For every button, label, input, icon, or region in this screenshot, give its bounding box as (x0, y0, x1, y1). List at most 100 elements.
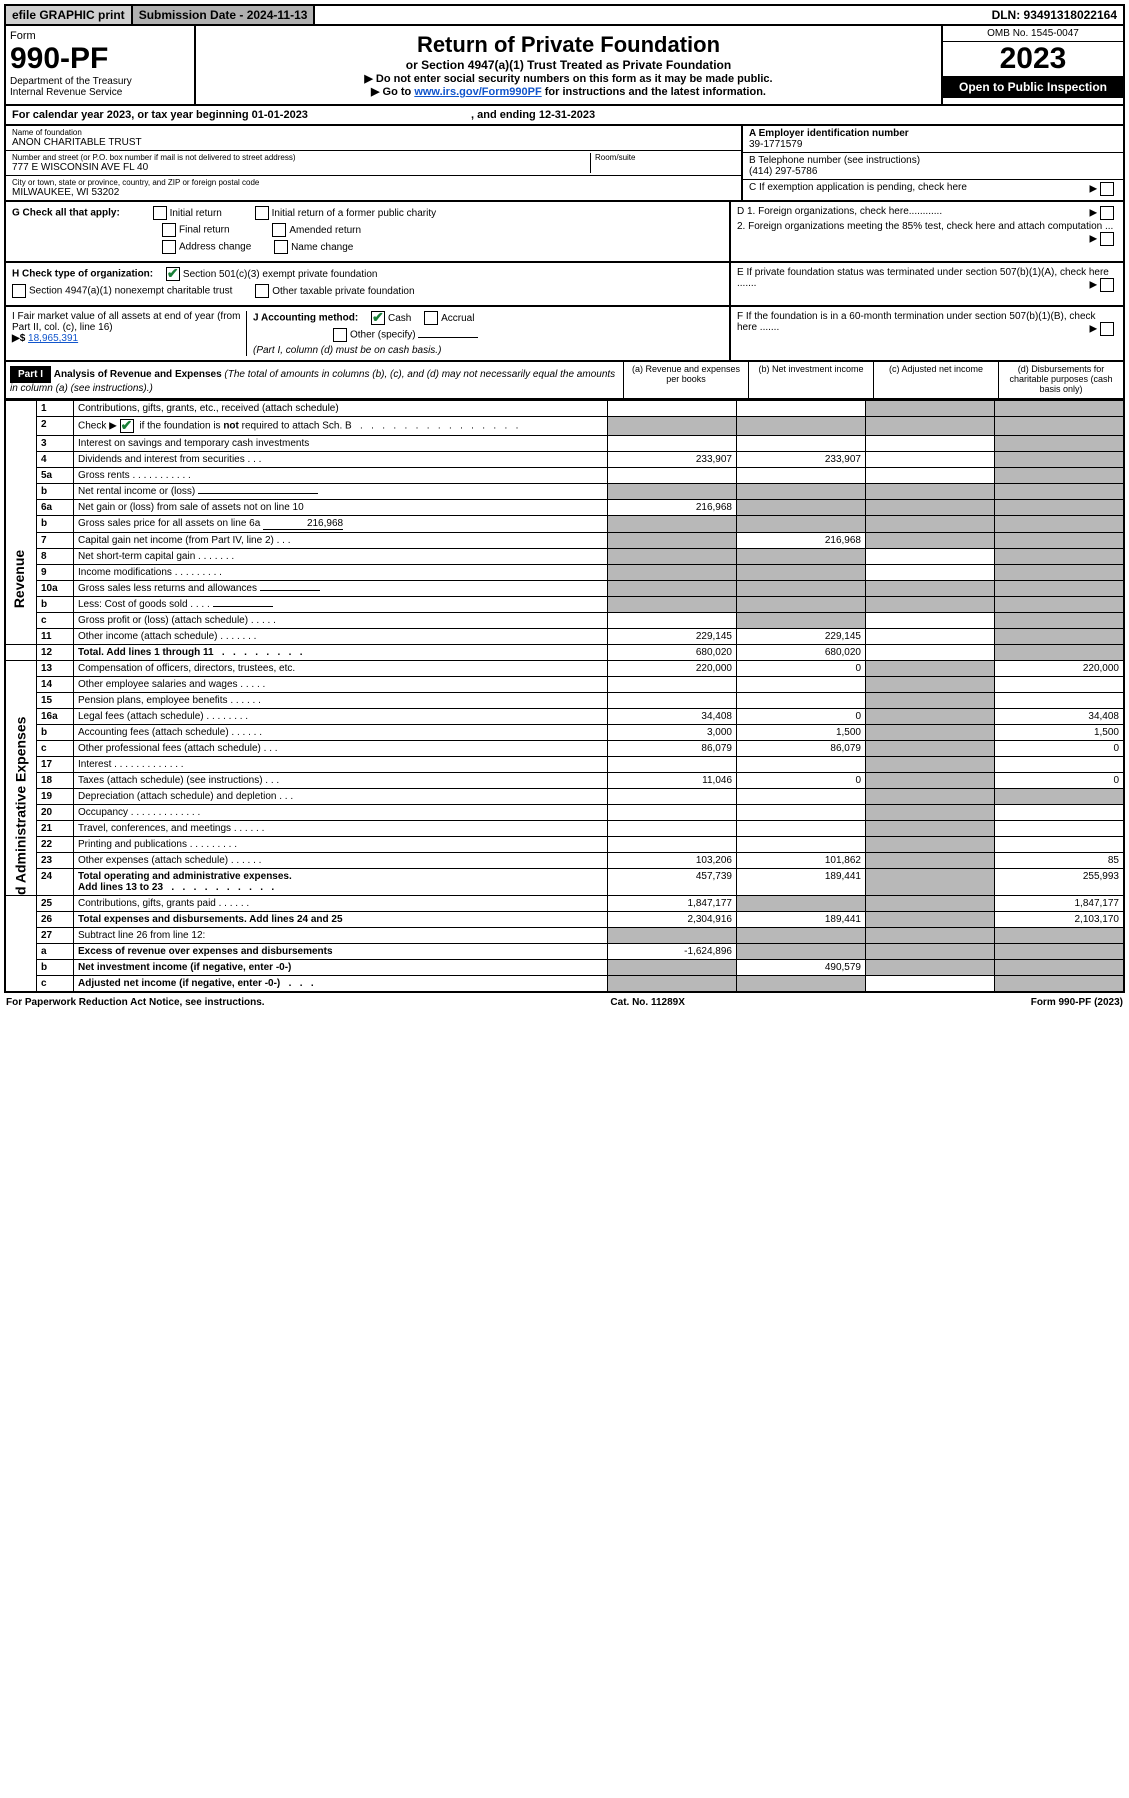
part1-header-row: Part I Analysis of Revenue and Expenses … (4, 362, 1125, 400)
submission-date: Submission Date - 2024-11-13 (133, 6, 316, 24)
table-row: 4Dividends and interest from securities … (5, 452, 1124, 468)
city-state-zip: MILWAUKEE, WI 53202 (12, 187, 735, 198)
4947a1-checkbox[interactable] (12, 284, 26, 298)
form-word: Form (10, 30, 190, 42)
table-row: 12Total. Add lines 1 through 11 . . . . … (5, 645, 1124, 661)
507b1b-checkbox[interactable] (1100, 322, 1114, 336)
initial-former-checkbox[interactable] (255, 206, 269, 220)
507b1a-checkbox[interactable] (1100, 278, 1114, 292)
calendar-year-row: For calendar year 2023, or tax year begi… (4, 106, 1125, 126)
g-label: G Check all that apply: (12, 208, 120, 219)
sch-b-checkbox[interactable] (120, 419, 134, 433)
section-ij-f: I Fair market value of all assets at end… (4, 307, 1125, 362)
other-method-checkbox[interactable] (333, 328, 347, 342)
foreign-85pct-checkbox[interactable] (1100, 232, 1114, 246)
omb-number: OMB No. 1545-0047 (943, 26, 1123, 42)
section-g-d: G Check all that apply: Initial return I… (4, 202, 1125, 263)
table-row: 22Printing and publications . . . . . . … (5, 837, 1124, 853)
col-b-header: (b) Net investment income (749, 362, 874, 398)
exemption-pending-checkbox[interactable] (1100, 182, 1114, 196)
final-return-checkbox[interactable] (162, 223, 176, 237)
table-row: 7Capital gain net income (from Part IV, … (5, 533, 1124, 549)
h-label: H Check type of organization: (12, 269, 153, 280)
address-change-checkbox[interactable] (162, 240, 176, 254)
dln: DLN: 93491318022164 (986, 6, 1123, 24)
table-row: cOther professional fees (attach schedul… (5, 741, 1124, 757)
table-row: Revenue 1 Contributions, gifts, grants, … (5, 401, 1124, 417)
name-label: Name of foundation (12, 128, 735, 137)
instructions-link[interactable]: www.irs.gov/Form990PF (414, 86, 541, 98)
cat-no: Cat. No. 11289X (610, 997, 684, 1008)
j-label: J Accounting method: (253, 313, 358, 324)
initial-return-checkbox[interactable] (153, 206, 167, 220)
table-row: 23Other expenses (attach schedule) . . .… (5, 853, 1124, 869)
foundation-name: ANON CHARITABLE TRUST (12, 137, 735, 148)
foreign-org-checkbox[interactable] (1100, 206, 1114, 220)
efile-graphic-print: efile GRAPHIC print (6, 6, 133, 24)
table-row: cAdjusted net income (if negative, enter… (5, 976, 1124, 993)
addr-label: Number and street (or P.O. box number if… (12, 153, 590, 162)
section-h-e: H Check type of organization: Section 50… (4, 263, 1125, 307)
form-subtitle: or Section 4947(a)(1) Trust Treated as P… (202, 58, 935, 72)
tax-year-end: 12-31-2023 (539, 109, 595, 121)
amended-return-checkbox[interactable] (272, 223, 286, 237)
table-row: aExcess of revenue over expenses and dis… (5, 944, 1124, 960)
part1-table: Revenue 1 Contributions, gifts, grants, … (4, 400, 1125, 993)
col-a-header: (a) Revenue and expenses per books (624, 362, 749, 398)
table-row: 9Income modifications . . . . . . . . . (5, 565, 1124, 581)
ein-value: 39-1771579 (749, 139, 1117, 150)
name-change-checkbox[interactable] (274, 240, 288, 254)
form-note-goto: ▶ Go to www.irs.gov/Form990PF for instru… (202, 85, 935, 98)
irs-label: Internal Revenue Service (10, 87, 190, 98)
table-row: bNet investment income (if negative, ent… (5, 960, 1124, 976)
table-row: 8Net short-term capital gain . . . . . .… (5, 549, 1124, 565)
phone-value: (414) 297-5786 (749, 166, 1117, 177)
table-row: 5aGross rents . . . . . . . . . . . (5, 468, 1124, 484)
table-row: bNet rental income or (loss) (5, 484, 1124, 500)
tax-year-begin: 01-01-2023 (252, 109, 308, 121)
i-label: I Fair market value of all assets at end… (12, 311, 240, 333)
501c3-checkbox[interactable] (166, 267, 180, 281)
other-taxable-checkbox[interactable] (255, 284, 269, 298)
table-row: 21Travel, conferences, and meetings . . … (5, 821, 1124, 837)
table-row: 3Interest on savings and temporary cash … (5, 436, 1124, 452)
d2-label: 2. Foreign organizations meeting the 85%… (737, 221, 1113, 232)
table-row: bLess: Cost of goods sold . . . . (5, 597, 1124, 613)
cash-checkbox[interactable] (371, 311, 385, 325)
table-row: 2 Check ▶ if the foundation is not requi… (5, 417, 1124, 436)
table-row: 10aGross sales less returns and allowanc… (5, 581, 1124, 597)
table-row: 17Interest . . . . . . . . . . . . . (5, 757, 1124, 773)
accrual-checkbox[interactable] (424, 311, 438, 325)
table-row: 11Other income (attach schedule) . . . .… (5, 629, 1124, 645)
col-c-header: (c) Adjusted net income (874, 362, 999, 398)
city-label: City or town, state or province, country… (12, 178, 735, 187)
open-public-inspection: Open to Public Inspection (943, 76, 1123, 98)
revenue-side-label: Revenue (11, 550, 27, 608)
fmv-value[interactable]: 18,965,391 (28, 333, 78, 344)
table-row: 6aNet gain or (loss) from sale of assets… (5, 500, 1124, 516)
table-row: cGross profit or (loss) (attach schedule… (5, 613, 1124, 629)
table-row: 24Total operating and administrative exp… (5, 869, 1124, 896)
street-address: 777 E WISCONSIN AVE FL 40 (12, 162, 590, 173)
table-row: Operating and Administrative Expenses 13… (5, 661, 1124, 677)
tax-year: 2023 (943, 42, 1123, 76)
table-row: 15Pension plans, employee benefits . . .… (5, 693, 1124, 709)
form-number: 990-PF (10, 42, 190, 76)
top-strip: efile GRAPHIC print Submission Date - 20… (4, 4, 1125, 26)
e-label: E If private foundation status was termi… (737, 267, 1109, 289)
table-row: bGross sales price for all assets on lin… (5, 516, 1124, 533)
col-d-header: (d) Disbursements for charitable purpose… (999, 362, 1123, 398)
header-left: Form 990-PF Department of the Treasury I… (6, 26, 196, 104)
f-label: F If the foundation is in a 60-month ter… (737, 311, 1096, 333)
dept-treasury: Department of the Treasury (10, 76, 190, 87)
page-footer: For Paperwork Reduction Act Notice, see … (4, 993, 1125, 1012)
header-mid: Return of Private Foundation or Section … (196, 26, 943, 104)
room-label: Room/suite (595, 153, 735, 162)
form-ref: Form 990-PF (2023) (1031, 997, 1123, 1008)
d1-label: D 1. Foreign organizations, check here..… (737, 206, 942, 217)
table-row: 20Occupancy . . . . . . . . . . . . . (5, 805, 1124, 821)
exemption-pending-label: C If exemption application is pending, c… (749, 182, 967, 193)
header-right: OMB No. 1545-0047 2023 Open to Public In… (943, 26, 1123, 104)
table-row: bAccounting fees (attach schedule) . . .… (5, 725, 1124, 741)
ein-label: A Employer identification number (749, 128, 1117, 139)
